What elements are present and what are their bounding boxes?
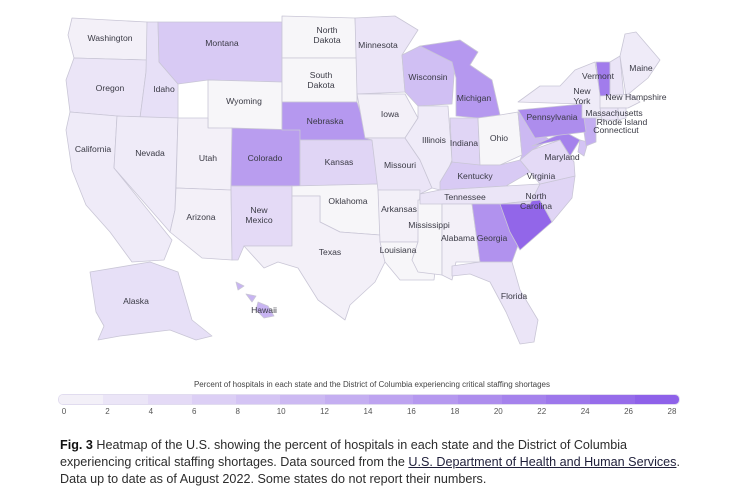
legend-tick-label: 14 [363,407,373,416]
legend-tick-label: 4 [148,407,154,416]
state-rhode-island[interactable] [617,107,627,121]
label-alaska: Alaska [123,296,149,306]
label-virginia: Virginia [527,171,556,181]
legend-tick-label: 8 [235,407,240,416]
label-arizona: Arizona [186,212,215,222]
label-missouri: Missouri [384,160,416,170]
label-wyoming: Wyoming [226,96,262,106]
state-texas[interactable] [243,195,386,321]
us-heatmap: Washington Oregon California Idaho Nevad… [65,15,667,345]
legend-swatch [324,395,369,404]
us-map-svg: Washington Oregon California Idaho Nevad… [65,15,667,345]
label-wisconsin: Wisconsin [408,72,447,82]
label-illinois: Illinois [422,135,446,145]
label-hawaii: Hawaii [251,305,277,315]
label-oklahoma: Oklahoma [328,196,367,206]
label-indiana: Indiana [450,138,478,148]
label-washington: Washington [87,33,132,43]
figure-caption: Fig. 3 Heatmap of the U.S. showing the p… [60,437,700,488]
label-michigan: Michigan [457,93,492,103]
label-north-dakota: North Dakota [313,25,340,45]
label-montana: Montana [205,38,239,48]
label-new-york: New York [573,86,591,106]
label-colorado: Colorado [248,153,283,163]
label-tennessee: Tennessee [444,192,486,202]
label-texas: Texas [319,247,341,257]
legend-tick-label: 0 [61,407,67,416]
label-nebraska: Nebraska [307,116,344,126]
label-kentucky: Kentucky [457,171,493,181]
label-maine: Maine [629,63,653,73]
label-louisiana: Louisiana [380,245,417,255]
legend-tick-label: 2 [105,407,110,416]
legend-swatch [590,395,635,404]
legend-tick-label: 18 [450,407,460,416]
state-virginia[interactable] [519,139,576,185]
label-idaho: Idaho [153,84,175,94]
figure-label: Fig. 3 [60,438,93,452]
legend-swatch [634,395,679,404]
legend-tick-label: 24 [580,407,590,416]
label-mississippi: Mississippi [408,220,450,230]
label-new-hampshire: New Hampshire [605,92,666,102]
legend-swatch [191,395,237,404]
caption-text: Heatmap of the U.S. showing the percent … [60,438,628,469]
legend-swatch [59,395,104,404]
label-kansas: Kansas [325,157,354,167]
legend-title: Percent of hospitals in each state and t… [193,380,551,389]
label-california: California [75,144,112,154]
state-arkansas[interactable] [377,189,421,243]
legend-tick-label: 6 [192,407,197,416]
label-minnesota: Minnesota [358,40,398,50]
caption-text-end: . Data up to date as of August 2022. Som… [60,455,680,486]
legend-tick-label: 22 [537,407,547,416]
label-ohio: Ohio [490,133,508,143]
label-alabama: Alabama [441,233,475,243]
label-georgia: Georgia [477,233,508,243]
label-maryland: Maryland [544,152,580,162]
legend-swatch [147,395,192,404]
color-legend: Percent of hospitals in each state and t… [58,380,686,420]
legend-swatch [457,395,502,404]
state-massachusetts[interactable] [599,93,641,109]
state-florida[interactable] [451,261,539,345]
legend-tick-label: 26 [624,407,634,416]
label-massachusetts: Massachusetts [585,108,642,118]
legend-swatch [280,395,325,404]
label-arkansas: Arkansas [381,204,417,214]
state-montana[interactable] [157,21,283,85]
legend-swatch [236,395,281,404]
legend-tick-label: 10 [276,407,286,416]
legend-swatch [413,395,458,404]
label-florida: Florida [501,291,527,301]
label-north-carolina: North Carolina [520,191,552,211]
label-connecticut: Connecticut [593,125,639,135]
label-nevada: Nevada [135,148,165,158]
legend-swatch [501,395,547,404]
legend-color-bar [58,394,680,405]
state-hawaii[interactable] [235,281,275,319]
label-new-mexico: New Mexico [245,205,272,225]
legend-tick-label: 16 [406,407,416,416]
legend-tick-label: 20 [493,407,503,416]
hhs-source-link[interactable]: U.S. Department of Health and Human Serv… [408,455,677,469]
legend-swatch [103,395,148,404]
state-alaska[interactable] [89,261,213,341]
label-pennsylvania: Pennsylvania [526,112,577,122]
label-south-dakota: South Dakota [307,70,334,90]
label-vermont: Vermont [582,71,615,81]
legend-tick-label: 28 [667,407,677,416]
legend-swatch [368,395,414,404]
label-utah: Utah [199,153,217,163]
legend-ticks: 0 2 4 6 8 10 12 14 16 18 20 22 24 26 28 [58,407,678,419]
label-oregon: Oregon [96,83,125,93]
legend-swatch [546,395,591,404]
state-illinois[interactable] [404,105,453,191]
legend-tick-label: 12 [320,407,330,416]
label-rhode-island: Rhode Island [597,117,648,127]
state-arizona[interactable] [169,187,233,261]
label-iowa: Iowa [381,109,399,119]
state-pennsylvania[interactable] [517,103,587,139]
